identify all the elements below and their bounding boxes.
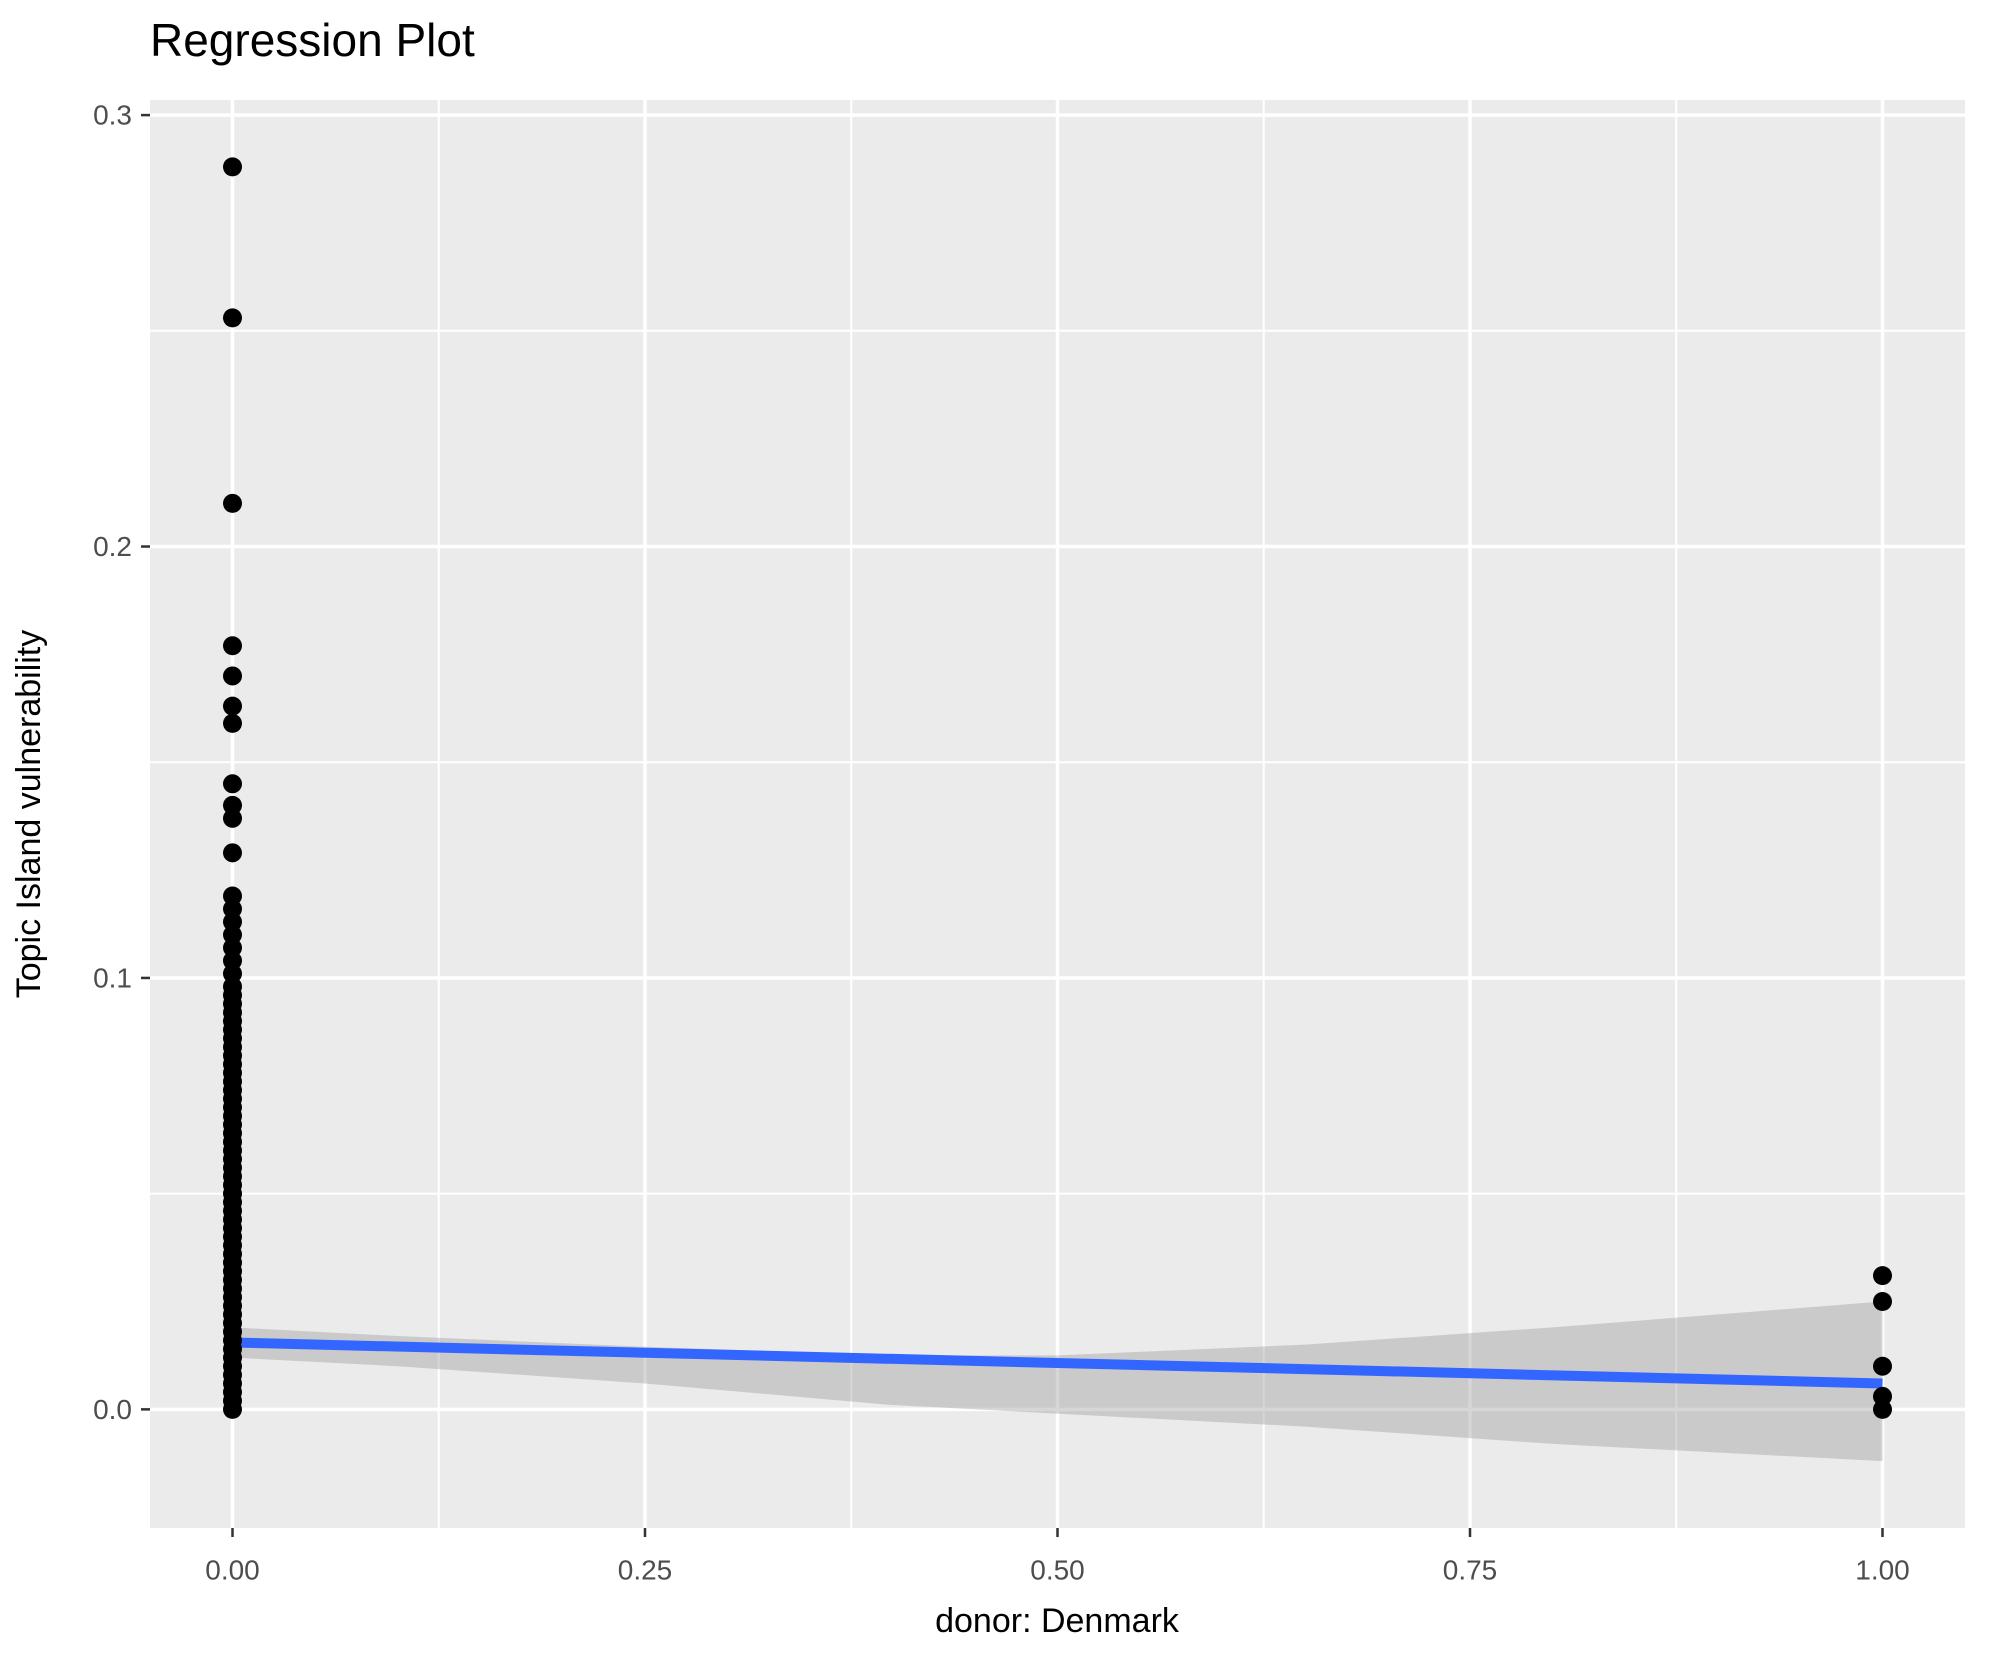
data-point (1873, 1356, 1892, 1376)
data-point (223, 808, 242, 828)
x-tick-label: 0.75 (1443, 1555, 1498, 1586)
data-point (223, 1399, 242, 1419)
data-point (223, 713, 242, 733)
x-tick-label: 0.50 (1030, 1555, 1085, 1586)
y-tick-label: 0.3 (93, 100, 132, 131)
data-point (1873, 1399, 1892, 1419)
y-tick-label: 0.1 (93, 962, 132, 993)
data-point (1873, 1292, 1892, 1312)
data-point (223, 157, 242, 177)
regression-line (232, 1337, 1883, 1389)
data-point (223, 493, 242, 513)
data-point (223, 666, 242, 686)
data-point (223, 774, 242, 794)
plot-title: Regression Plot (150, 14, 475, 66)
y-axis-title: Topic Island vulnerability (10, 630, 48, 999)
data-point (223, 696, 242, 716)
x-tick-label: 1.00 (1855, 1555, 1910, 1586)
x-axis-title: donor: Denmark (935, 1602, 1180, 1640)
data-point (223, 308, 242, 328)
data-point (1873, 1266, 1892, 1286)
confidence-band (232, 1301, 1883, 1462)
x-tick-label: 0.00 (205, 1555, 260, 1586)
plot-panel (150, 100, 1965, 1528)
data-point (223, 843, 242, 863)
y-tick-label: 0.2 (93, 531, 132, 562)
data-point (223, 636, 242, 656)
y-tick-label: 0.0 (93, 1394, 132, 1425)
axis-ticks: 0.00 0.25 0.50 0.75 1.00 0.0 0.1 0.2 0.3 (93, 100, 1910, 1586)
x-tick-label: 0.25 (618, 1555, 673, 1586)
